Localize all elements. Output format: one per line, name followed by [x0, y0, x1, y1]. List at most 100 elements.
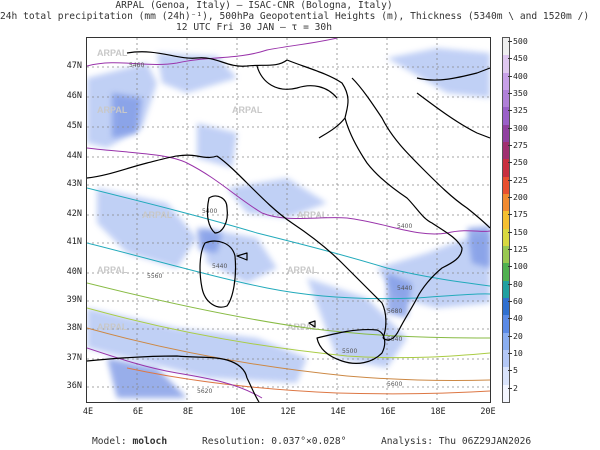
colorbar-tick [508, 145, 512, 146]
lat-tick-label: 43N [66, 179, 82, 189]
colorbar-tick [508, 353, 512, 354]
contour-label: 5540 [387, 336, 402, 343]
model-name: moloch [132, 436, 168, 447]
lat-tick-label: 39N [66, 295, 82, 305]
colorbar-segment [503, 194, 509, 212]
lat-tick-label: 42N [66, 209, 82, 219]
colorbar-tick [508, 197, 512, 198]
colorbar-tick-label: 250 [513, 157, 528, 168]
colorbar-segment [503, 124, 509, 143]
lat-tick-label: 37N [66, 353, 82, 363]
watermark: ARPAL [142, 210, 173, 220]
colorbar-tick-label: 200 [513, 192, 528, 202]
coastlines [87, 51, 490, 402]
watermark: ARPAL [97, 48, 128, 58]
model-info: Model: moloch [92, 436, 167, 447]
contour-label: 5560 [147, 273, 162, 280]
resolution-info: Resolution: 0.037°×0.028° [202, 436, 347, 447]
colorbar-segment [503, 280, 509, 299]
colorbar-tick-label: 5 [513, 365, 518, 376]
lon-tick-label: 16E [380, 407, 396, 417]
colorbar-tick-label: 125 [513, 244, 528, 254]
colorbar-tick [508, 162, 512, 164]
lon-tick-label: 8E [182, 407, 194, 417]
colorbar-tick-label: 300 [513, 122, 528, 133]
contour-label: 5440 [397, 285, 412, 292]
lat-tick-label: 40N [66, 267, 82, 277]
colorbar-tick [508, 387, 512, 389]
colorbar-segment [503, 298, 509, 316]
title-fields: 24h total precipitation (mm (24h)⁻¹), 50… [0, 11, 590, 23]
colorbar-segment [503, 107, 509, 126]
lon-tick-label: 20E [480, 407, 496, 417]
watermark: ARPAL [232, 105, 263, 115]
colorbar-tick [508, 370, 512, 372]
watermark: ARPAL [97, 105, 128, 115]
colorbar-tick-label: 175 [513, 209, 528, 220]
contour-label-group: 5460 5400 5400 5440 5440 5500 5540 5560 … [129, 62, 412, 395]
lat-tick-label: 38N [66, 323, 82, 333]
watermark: ARPAL [97, 265, 128, 275]
colorbar-tick-label: 325 [513, 105, 528, 116]
contour-label: 5680 [387, 308, 402, 315]
colorbar-segment [503, 90, 509, 108]
colorbar-tick [508, 93, 512, 94]
colorbar-tick [508, 283, 512, 285]
colorbar-segment [503, 350, 509, 368]
lat-tick-label: 41N [66, 237, 82, 247]
contour-label: 5500 [342, 348, 357, 355]
colorbar-tick [508, 58, 512, 60]
colorbar-tick-label: 150 [513, 226, 528, 237]
colorbar-segment [503, 246, 509, 264]
colorbar-tick-label: 100 [513, 261, 528, 272]
colorbar-tick-label: 2 [513, 382, 518, 393]
colorbar-tick [508, 75, 512, 77]
contour-label: 5400 [397, 223, 412, 230]
lat-tick-label: 47N [66, 61, 82, 71]
lat-tick-label: 45N [66, 121, 82, 131]
precipitation-shading [87, 48, 490, 383]
colorbar-tick [508, 110, 512, 112]
colorbar-tick-label: 350 [513, 88, 528, 98]
colorbar-tick [508, 249, 512, 250]
colorbar-segment [503, 384, 509, 403]
contour-label: 5600 [387, 381, 402, 388]
colorbar-tick-label: 225 [513, 174, 528, 185]
colorbar-tick [508, 214, 512, 216]
colorbar-tick-label: 10 [513, 348, 523, 358]
colorbar-tick-label: 60 [513, 296, 523, 306]
lon-tick-label: 14E [330, 407, 346, 417]
colorbar-segment [503, 159, 509, 178]
analysis-info: Analysis: Thu 06Z29JAN2026 [381, 436, 532, 447]
colorbar-tick-label: 20 [513, 330, 523, 341]
colorbar-tick [508, 335, 512, 337]
lat-tick-label: 36N [66, 381, 82, 391]
colorbar-tick [508, 41, 512, 42]
colorbar-segment [503, 38, 509, 56]
colorbar-tick [508, 266, 512, 268]
watermark: ARPAL [97, 322, 128, 332]
lat-tick-label: 44N [66, 151, 82, 161]
colorbar-tick-label: 40 [513, 313, 523, 324]
colorbar-segment [503, 332, 509, 351]
colorbar-tick-label: 275 [513, 140, 528, 150]
colorbar-tick [508, 179, 512, 181]
colorbar-tick [508, 301, 512, 302]
lon-tick-label: 18E [430, 407, 446, 417]
title-institutions: ARPAL (Genoa, Italy) – ISAC-CNR (Bologna… [115, 0, 393, 11]
precipitation-map: ARPAL ARPAL ARPAL ARPAL ARPAL ARPAL ARPA… [86, 37, 491, 403]
lon-tick-label: 10E [230, 407, 246, 417]
map-title: ARPAL (Genoa, Italy) – ISAC-CNR (Bologna… [0, 0, 590, 34]
colorbar-segment [503, 315, 509, 334]
title-valid-time: 12 UTC Fri 30 JAN – τ = 30h [176, 22, 332, 34]
geopotential-contours [87, 187, 490, 395]
contour-label: 5440 [212, 263, 227, 270]
model-prefix: Model: [92, 436, 127, 447]
colorbar-segment [503, 176, 509, 195]
contour-label: 5620 [197, 388, 212, 395]
colorbar-tick-label: 80 [513, 278, 523, 289]
colorbar-tick-label: 500 [513, 36, 528, 46]
colorbar-segment [503, 72, 509, 91]
lat-tick-label: 46N [66, 91, 82, 101]
lon-tick-label: 4E [82, 407, 94, 417]
